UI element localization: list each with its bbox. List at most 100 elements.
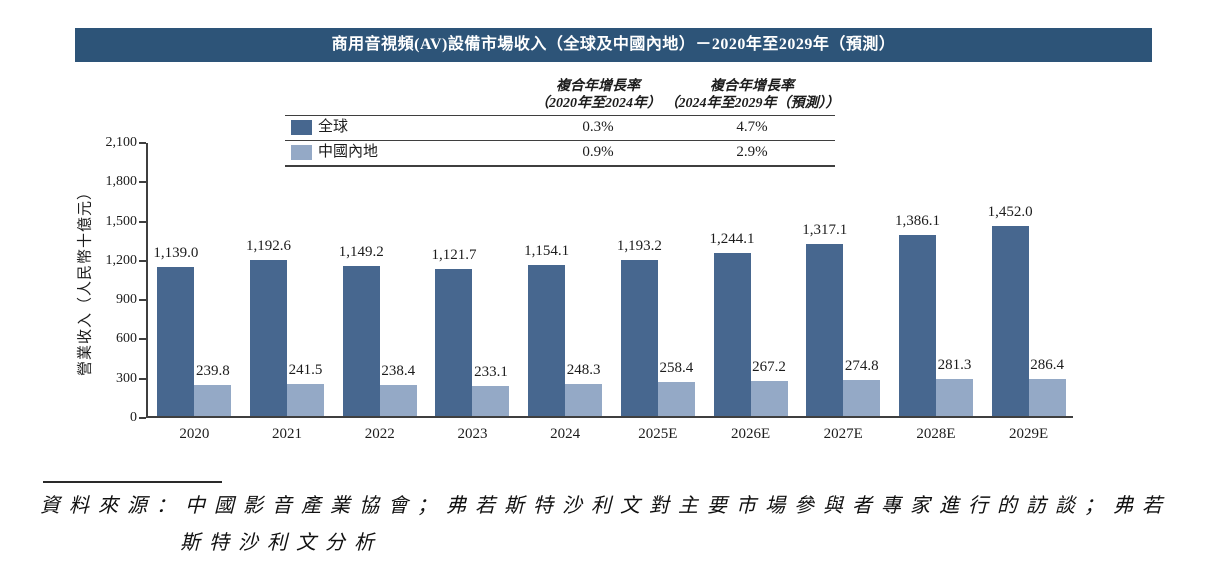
bar-value-global-2021: 1,192.6 — [246, 237, 292, 254]
cagr-china-2020-2024: 0.9% — [582, 144, 614, 160]
y-tick-label: 0 — [130, 410, 137, 425]
bar-china-2028E — [935, 379, 973, 416]
bar-value-global-2020: 1,139.0 — [153, 244, 199, 261]
bar-group-2024: 1,154.1 248.3 — [519, 143, 612, 416]
table-rule-middle — [285, 140, 835, 141]
source-note-line2: 斯特沙利文分析 — [180, 532, 383, 554]
bar-value-china-2024: 248.3 — [566, 361, 601, 378]
bar-value-global-2025E: 1,193.2 — [616, 237, 662, 254]
bar-value-global-2023: 1,121.7 — [431, 247, 477, 264]
bar-value-global-2024: 1,154.1 — [524, 242, 570, 259]
bar-value-global-2022: 1,149.2 — [338, 243, 384, 260]
cagr-header-2024-2029-line1: 複合年增長率 — [710, 79, 794, 94]
y-tick-label: 2,100 — [105, 135, 138, 150]
x-axis-label-2027E: 2027E — [823, 426, 863, 442]
bar-value-china-2027E: 274.8 — [844, 358, 879, 374]
bar-china-2025E — [657, 382, 695, 416]
table-rule-header — [285, 115, 835, 116]
x-axis-label-2021: 2021 — [272, 426, 303, 442]
bar-value-china-2028E: 281.3 — [937, 357, 972, 374]
bar-china-2023 — [472, 385, 510, 416]
bar-group-2022: 1,149.2 238.4 — [333, 143, 426, 416]
bar-group-2025E: 1,193.2 258.4 — [612, 143, 705, 416]
x-axis-label-2025E: 2025E — [638, 426, 678, 442]
cagr-header-2024-2029: 複合年增長率 （2024年至2029年（預測）） — [665, 78, 840, 112]
cagr-global-2020-2024: 0.3% — [582, 119, 614, 135]
legend-row-global: 全球 0.3% 4.7% — [285, 115, 835, 140]
bar-china-2021 — [287, 384, 325, 416]
x-axis-label-2029E: 2029E — [1009, 426, 1049, 442]
y-tick-label: 300 — [116, 370, 137, 386]
legend-label-china: 中國內地 — [318, 144, 379, 160]
y-tick-mark — [139, 338, 146, 341]
bar-china-2024 — [565, 383, 603, 416]
bar-value-china-2020: 239.8 — [195, 362, 230, 379]
x-axis-label-2023: 2023 — [457, 426, 488, 442]
cagr-header-2020-2024-line2: （2020年至2024年） — [535, 96, 661, 111]
y-tick-label: 1,500 — [105, 213, 138, 229]
bar-group-2021: 1,192.6 241.5 — [241, 143, 334, 416]
y-tick-mark — [139, 181, 146, 184]
bar-value-china-2023: 233.1 — [474, 363, 508, 380]
bar-group-2028E: 1,386.1 281.3 — [890, 143, 983, 416]
bar-global-2021 — [250, 259, 288, 416]
cagr-legend-table: 複合年增長率 （2020年至2024年） 複合年增長率 （2024年至2029年… — [285, 78, 840, 168]
china-series-swatch — [291, 145, 312, 160]
table-rule-bottom — [285, 165, 835, 167]
y-tick-label: 1,800 — [105, 174, 138, 190]
y-tick-label: 600 — [116, 331, 137, 347]
bar-group-2020: 1,139.0 239.8 — [148, 143, 241, 416]
y-tick-mark — [139, 299, 146, 302]
bar-value-global-2027E: 1,317.1 — [802, 221, 848, 238]
cagr-header-2024-2029-line2: （2024年至2029年（預測）） — [664, 96, 840, 111]
bar-global-2023 — [435, 269, 473, 416]
y-axis-title: 營業收入（人民幣十億元） — [77, 183, 94, 377]
bar-value-china-2026E: 267.2 — [752, 359, 786, 375]
cagr-header-2020-2024: 複合年增長率 （2020年至2024年） — [535, 78, 661, 112]
bar-global-2028E — [898, 234, 936, 416]
bar-value-china-2022: 238.4 — [381, 362, 416, 379]
x-axis-label-2026E: 2026E — [730, 426, 771, 442]
bar-global-2022 — [342, 265, 380, 416]
x-axis-label-2020: 2020 — [179, 426, 210, 442]
bar-global-2029E — [991, 225, 1029, 416]
bar-value-china-2029E: 286.4 — [1030, 356, 1065, 373]
bar-value-global-2026E: 1,244.1 — [709, 231, 755, 248]
cagr-global-2024-2029: 4.7% — [736, 119, 768, 135]
y-tick-mark — [139, 220, 146, 223]
bar-china-2026E — [750, 381, 788, 416]
y-tick-mark — [139, 142, 146, 144]
bar-group-2027E: 1,317.1 274.8 — [797, 143, 890, 416]
cagr-china-2024-2029: 2.9% — [736, 144, 768, 160]
bar-value-china-2021: 241.5 — [288, 362, 323, 379]
chart-title-bar: 商用音視頻(AV)設備市場收入（全球及中國內地）－2020年至2029年（預測） — [75, 28, 1152, 62]
bar-global-2025E — [620, 259, 658, 416]
x-axis-label-2024: 2024 — [550, 426, 581, 442]
bar-group-2023: 1,121.7 233.1 — [426, 143, 519, 416]
legend-row-china: 中國內地 0.9% 2.9% — [285, 140, 835, 165]
bar-china-2027E — [843, 380, 881, 416]
cagr-header-2020-2024-line1: 複合年增長率 — [556, 79, 640, 94]
legend-label-global: 全球 — [318, 119, 349, 135]
bar-china-2029E — [1028, 378, 1066, 416]
bar-global-2026E — [713, 253, 751, 416]
bar-global-2020 — [157, 266, 195, 416]
plot-area: 0 300 600 900 1,200 1,500 1,800 2,100 1,139.0 239… — [106, 135, 1075, 442]
source-divider-rule — [43, 481, 222, 483]
y-tick-label: 1,200 — [105, 252, 138, 268]
bar-value-china-2025E: 258.4 — [659, 360, 694, 377]
y-tick-label: 900 — [116, 292, 137, 308]
bar-group-2029E: 1,452.0 286.4 — [982, 143, 1075, 416]
bar-china-2020 — [194, 384, 232, 416]
x-axis-label-2028E: 2028E — [916, 426, 956, 442]
bar-global-2027E — [806, 243, 844, 416]
bar-value-global-2028E: 1,386.1 — [894, 212, 940, 229]
source-note-line1: 資料來源：中國影音產業協會；弗若斯特沙利文對主要市場參與者專家進行的訪談；弗若 — [40, 495, 1171, 517]
bar-value-global-2029E: 1,452.0 — [987, 203, 1033, 220]
y-tick-mark — [139, 377, 146, 380]
bar-group-2026E: 1,244.1 267.2 — [704, 143, 797, 416]
bar-china-2022 — [379, 384, 417, 416]
chart-title: 商用音視頻(AV)設備市場收入（全球及中國內地）－2020年至2029年（預測） — [331, 36, 896, 53]
global-series-swatch — [291, 120, 312, 135]
